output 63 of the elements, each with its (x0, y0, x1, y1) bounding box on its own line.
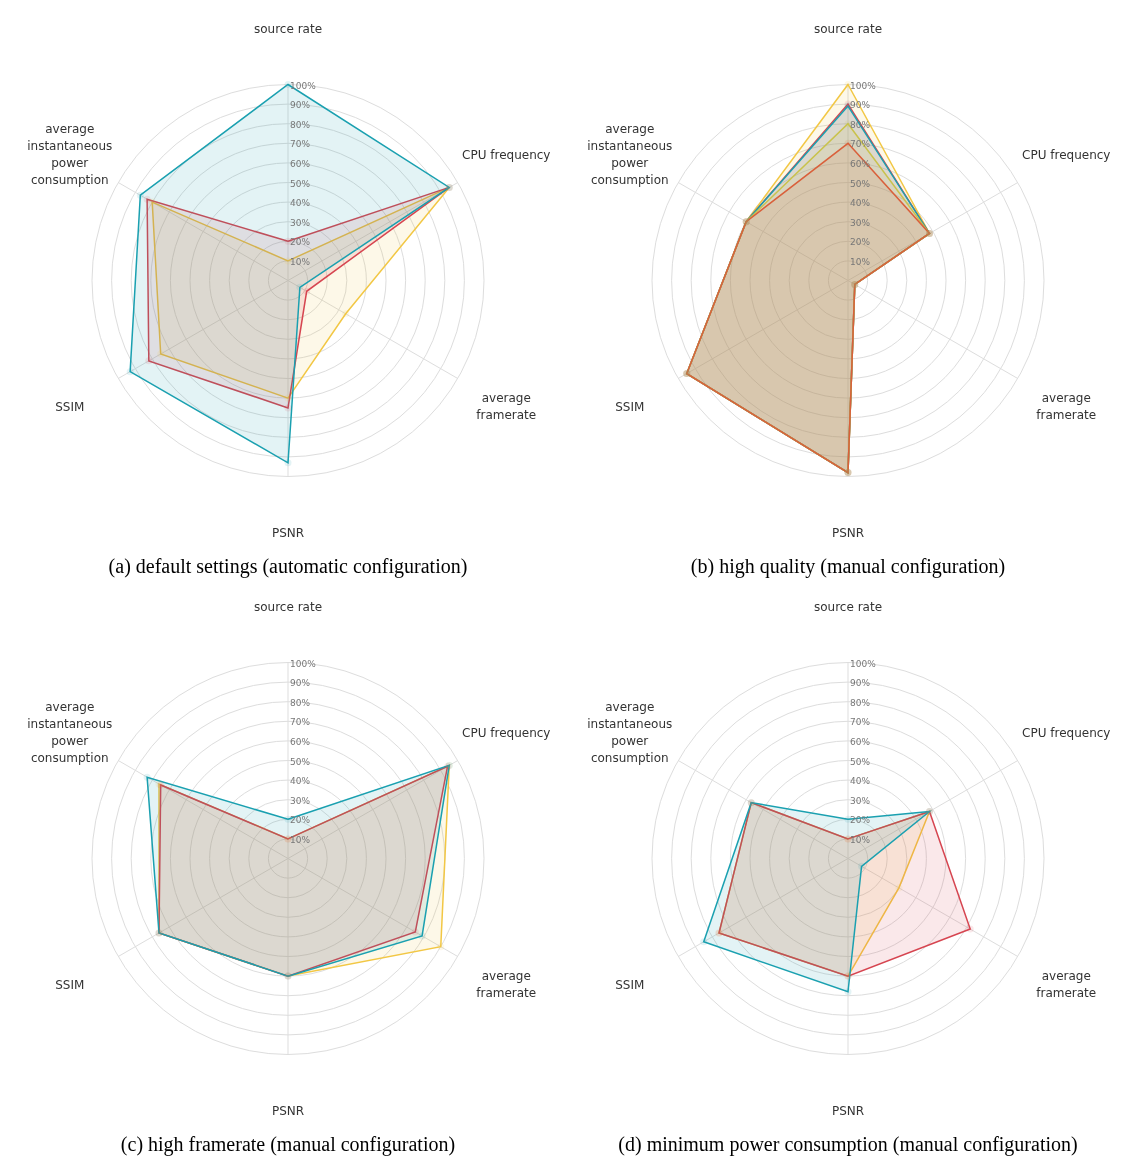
y-tick-label: 40% (850, 198, 871, 209)
y-tick-label: 100% (290, 80, 317, 91)
y-tick-label: 10% (290, 834, 311, 845)
text: (d) minimum power consumption (manual configuration) (617, 1133, 1079, 1156)
y-tick-label: 50% (290, 178, 311, 189)
y-tick-label: 10% (850, 256, 871, 267)
y-tick-label: 20% (290, 815, 311, 826)
spoke-label: CPU frequency (1022, 725, 1111, 739)
text: (a) default settings (automatic configuration) (107, 555, 469, 578)
spoke-label: CPU frequency (1022, 147, 1111, 161)
spoke-label: average instantaneous power consumption (27, 699, 113, 765)
y-tick-label: 50% (850, 178, 871, 189)
spoke-label: source rate (253, 599, 323, 613)
y-tick-label: 100% (850, 80, 877, 91)
spoke-label: CPU frequency (462, 147, 551, 161)
spoke-label: SSIM (615, 977, 645, 991)
spoke-label: average instantaneous power consumption (27, 121, 113, 187)
y-tick-label: 60% (290, 736, 311, 747)
y-tick-label: 30% (850, 795, 871, 806)
spoke-label: CPU frequency (462, 725, 551, 739)
y-tick-label: 10% (290, 256, 311, 267)
y-tick-label: 10% (850, 834, 871, 845)
text: (c) high framerate (manual configuration) (119, 1133, 457, 1156)
y-tick-label: 30% (290, 795, 311, 806)
y-tick-label: 20% (290, 237, 311, 248)
spoke-label: average framerate (1036, 968, 1097, 1000)
y-tick-label: 100% (290, 658, 317, 669)
spoke-label: PSNR (831, 1103, 865, 1117)
spoke-label: SSIM (615, 399, 645, 413)
spoke-label: SSIM (55, 399, 85, 413)
y-tick-label: 30% (850, 217, 871, 228)
spoke-label: PSNR (271, 525, 305, 539)
spoke-label: average framerate (476, 968, 537, 1000)
y-tick-label: 50% (850, 756, 871, 767)
y-tick-label: 80% (290, 119, 311, 130)
spoke-label: source rate (813, 599, 883, 613)
y-tick-label: 40% (290, 776, 311, 787)
y-tick-label: 70% (290, 717, 311, 728)
y-tick-label: 90% (290, 678, 311, 689)
y-tick-label: 80% (850, 697, 871, 708)
spoke-label: PSNR (271, 1103, 305, 1117)
y-tick-label: 80% (290, 697, 311, 708)
y-tick-label: 70% (850, 717, 871, 728)
text: (b) high quality (manual configuration) (689, 555, 1007, 578)
y-tick-label: 70% (290, 139, 311, 150)
y-tick-label: 50% (290, 756, 311, 767)
y-tick-label: 30% (290, 217, 311, 228)
y-tick-label: 90% (290, 100, 311, 111)
spoke-label: PSNR (831, 525, 865, 539)
spoke-label: average instantaneous power consumption (587, 121, 673, 187)
y-tick-label: 40% (290, 198, 311, 209)
y-tick-label: 60% (850, 736, 871, 747)
spoke-label: SSIM (55, 977, 85, 991)
y-tick-label: 40% (850, 776, 871, 787)
spoke-label: average framerate (1036, 390, 1097, 422)
y-tick-label: 20% (850, 237, 871, 248)
spoke-label: source rate (253, 21, 323, 35)
spoke-label: average framerate (476, 390, 537, 422)
spoke-label: average instantaneous power consumption (587, 699, 673, 765)
y-tick-label: 60% (290, 158, 311, 169)
spoke-label: source rate (813, 21, 883, 35)
y-tick-label: 90% (850, 678, 871, 689)
y-tick-label: 100% (850, 658, 877, 669)
